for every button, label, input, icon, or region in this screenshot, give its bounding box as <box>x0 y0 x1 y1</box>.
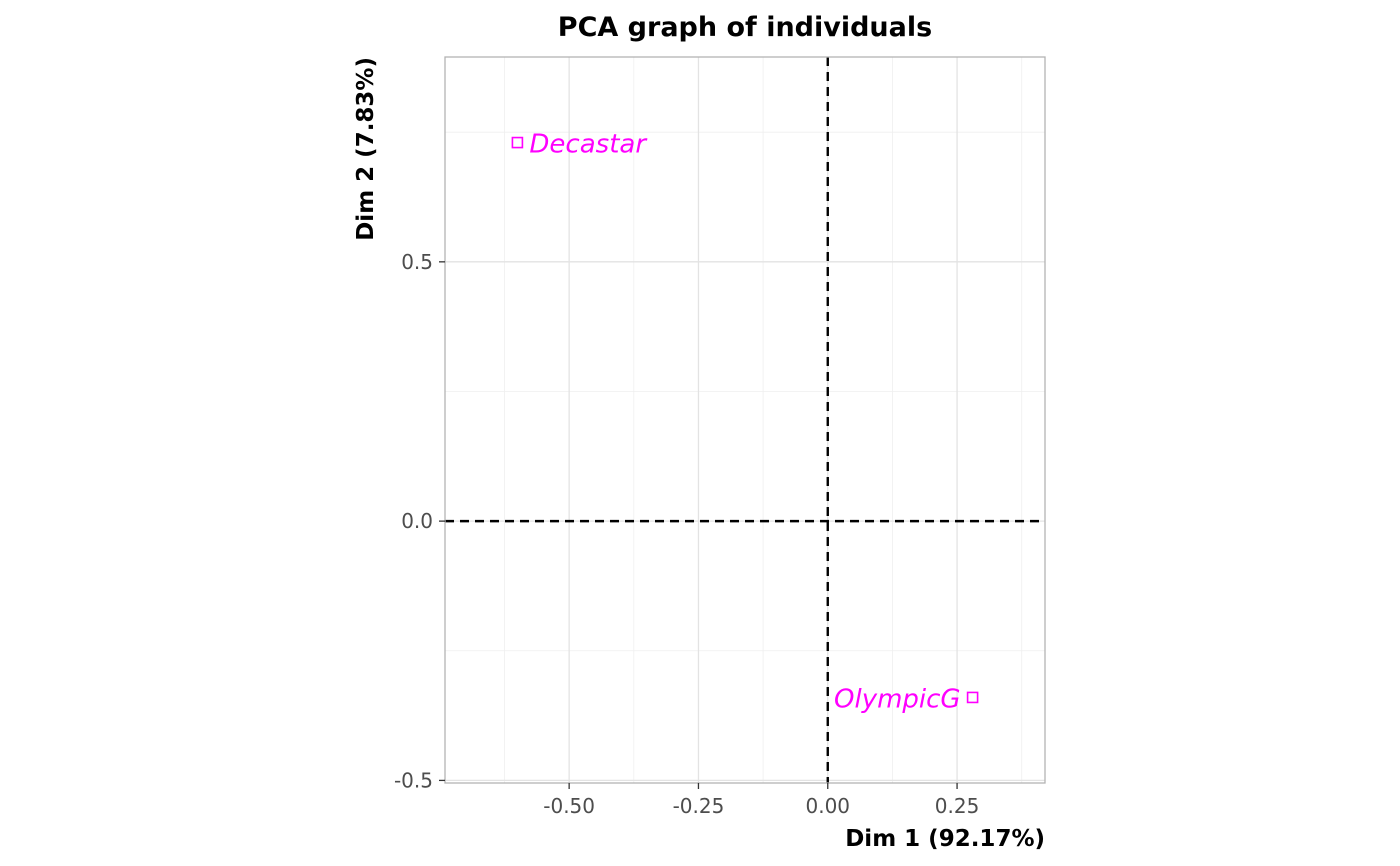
point-label: Decastar <box>529 130 648 160</box>
x-tick-label: -0.25 <box>673 794 725 818</box>
y-tick-label: -0.5 <box>394 768 433 792</box>
x-axis-title: Dim 1 (92.17%) <box>845 826 1045 852</box>
axis-ticks: -0.50 -0.25 0.00 0.25 -0.5 0.0 0.5 <box>394 250 979 818</box>
chart-title: PCA graph of individuals <box>558 12 932 43</box>
x-tick-label: 0.25 <box>935 794 980 818</box>
point-marker <box>966 691 979 704</box>
point-marker <box>511 136 524 149</box>
x-tick-label: -0.50 <box>543 794 595 818</box>
data-point: Decastar <box>511 130 648 160</box>
y-tick-label: 0.5 <box>401 250 433 274</box>
point-label: OlympicG <box>834 684 961 714</box>
x-tick-label: 0.00 <box>805 794 850 818</box>
plot-panel <box>444 56 1046 784</box>
reference-lines <box>445 57 1045 783</box>
major-gridlines <box>445 57 1045 783</box>
data-points: Decastar OlympicG <box>511 130 979 714</box>
y-axis-title: Dim 2 (7.83%) <box>353 57 379 241</box>
y-tick-label: 0.0 <box>401 509 433 533</box>
minor-gridlines <box>445 57 1045 783</box>
data-point: OlympicG <box>834 684 979 714</box>
